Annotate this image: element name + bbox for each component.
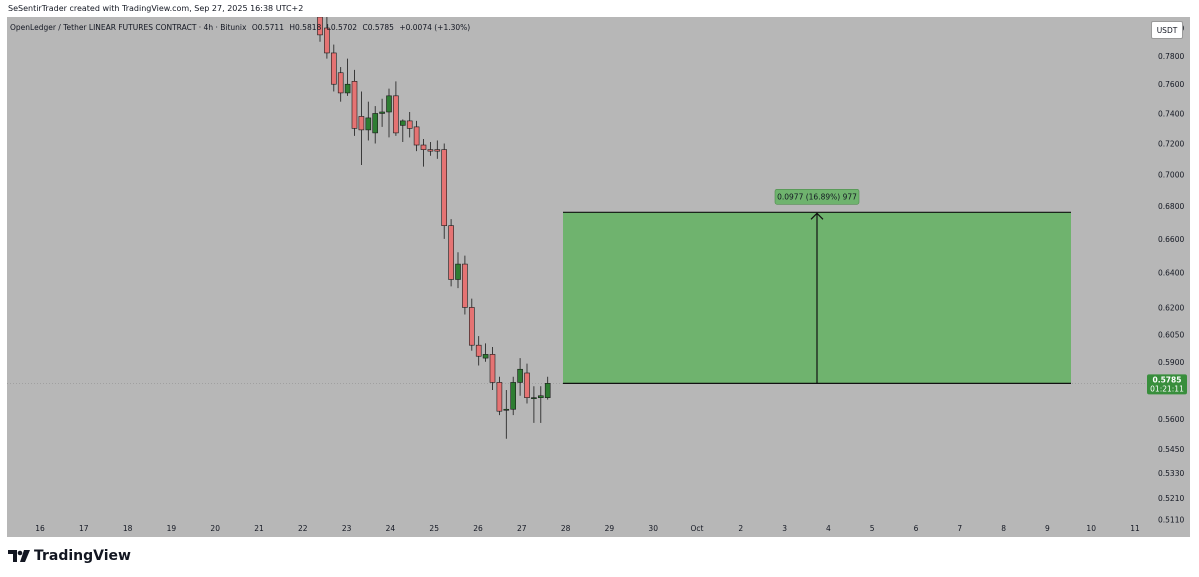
candle-down <box>475 344 482 357</box>
bar-countdown: 01:21:11 <box>1150 384 1184 393</box>
chart-area[interactable]: 0.80000.78000.76000.74000.72000.70000.68… <box>7 17 1190 537</box>
measure-label-box <box>774 189 860 205</box>
price-tick-label: 0.6050 <box>1158 330 1184 339</box>
candle-up <box>482 354 489 359</box>
time-tick-label: 9 <box>1045 524 1050 533</box>
close-value: C0.5785 <box>362 23 394 32</box>
measure-label: 0.0977 (16.89%) 977 <box>777 192 857 201</box>
candle-up <box>372 113 379 134</box>
price-tick-label: 0.5900 <box>1158 358 1184 367</box>
time-tick-label: 6 <box>914 524 919 533</box>
candle-down <box>496 382 503 412</box>
candle-down <box>434 149 441 152</box>
time-tick-label: 20 <box>210 524 220 533</box>
price-tick-label: 0.5450 <box>1158 445 1184 454</box>
price-tick-label: 0.6200 <box>1158 303 1184 312</box>
brand-name: TradingView <box>34 548 131 564</box>
candle-up <box>503 408 510 411</box>
time-tick-label: 16 <box>35 524 45 533</box>
chart-credit: SeSentirTrader created with TradingView.… <box>8 4 304 13</box>
price-tick-label: 0.6800 <box>1158 202 1184 211</box>
candle-up <box>537 395 544 398</box>
price-tick-label: 0.6400 <box>1158 269 1184 278</box>
candle-down <box>406 120 413 129</box>
tradingview-logo[interactable]: TradingView <box>8 548 131 564</box>
candle-up <box>510 382 517 410</box>
candle-down <box>351 81 358 129</box>
time-tick-label: 3 <box>782 524 787 533</box>
candle-down <box>427 149 434 152</box>
candle-up <box>365 117 372 131</box>
price-tick-label: 0.6600 <box>1158 235 1184 244</box>
candle-up <box>386 95 392 113</box>
price-tick-label: 0.5110 <box>1158 515 1184 524</box>
time-tick-label: 8 <box>1001 524 1006 533</box>
candle-up <box>379 111 385 114</box>
time-tick-label: 25 <box>429 524 439 533</box>
price-tick-label: 0.5210 <box>1158 494 1184 503</box>
price-tick-label: 0.5600 <box>1158 415 1184 424</box>
time-tick-label: 29 <box>605 524 615 533</box>
price-chart[interactable]: 0.80000.78000.76000.74000.72000.70000.68… <box>7 17 1190 537</box>
price-tick-label: 0.7000 <box>1158 170 1184 179</box>
candle-down <box>468 307 475 346</box>
candle-down <box>330 52 337 85</box>
candle-down <box>358 116 365 131</box>
candle-up <box>399 120 406 126</box>
time-tick-label: 10 <box>1086 524 1096 533</box>
ohlc-legend: OpenLedger / Tether LINEAR FUTURES CONTR… <box>10 23 473 32</box>
candle-down <box>337 72 344 94</box>
time-tick-label: 27 <box>517 524 527 533</box>
candle-down <box>448 225 454 280</box>
tradingview-logo-icon <box>8 550 30 562</box>
open-value: O0.5711 <box>251 23 284 32</box>
candle-down <box>462 263 468 308</box>
candle-down <box>489 354 496 383</box>
time-tick-label: 2 <box>738 524 743 533</box>
currency-button[interactable]: USDT <box>1151 21 1183 39</box>
time-tick-label: 28 <box>561 524 571 533</box>
price-tick-label: 0.7400 <box>1158 109 1184 118</box>
candle-down <box>420 144 427 150</box>
candle-down <box>393 95 399 134</box>
low-value: L0.5702 <box>326 23 358 32</box>
candle-down <box>324 27 330 54</box>
price-tick-label: 0.5330 <box>1158 469 1184 478</box>
time-tick-label: 19 <box>167 524 177 533</box>
measure-arrow-head <box>810 212 824 220</box>
candle-up <box>455 263 461 280</box>
time-tick-label: Oct <box>691 524 704 533</box>
time-tick-label: 26 <box>473 524 483 533</box>
time-tick-label: 7 <box>957 524 962 533</box>
time-tick-label: 5 <box>870 524 875 533</box>
candle-down <box>524 372 530 398</box>
last-price-badge <box>1147 374 1187 395</box>
time-tick-label: 17 <box>79 524 89 533</box>
candle-up <box>531 397 537 399</box>
time-tick-label: 21 <box>254 524 264 533</box>
price-tick-label: 0.7200 <box>1158 140 1184 149</box>
time-tick-label: 11 <box>1130 524 1140 533</box>
symbol-name[interactable]: OpenLedger / Tether LINEAR FUTURES CONTR… <box>10 23 247 32</box>
time-tick-label: 23 <box>342 524 352 533</box>
candle-up <box>544 383 551 398</box>
time-tick-label: 24 <box>386 524 396 533</box>
last-price-value: 0.5785 <box>1153 375 1182 384</box>
time-tick-label: 18 <box>123 524 133 533</box>
candle-down <box>441 149 448 226</box>
candle-up <box>344 83 351 94</box>
time-tick-label: 4 <box>826 524 831 533</box>
price-tick-label: 0.7600 <box>1158 80 1184 89</box>
candle-up <box>517 368 523 383</box>
price-tick-label: 0.7800 <box>1158 52 1184 61</box>
change-value: +0.0074 (+1.30%) <box>399 23 471 32</box>
candle-down <box>317 17 323 36</box>
time-tick-label: 22 <box>298 524 308 533</box>
candle-down <box>413 126 420 146</box>
high-value: H0.5818 <box>289 23 322 32</box>
time-tick-label: 30 <box>648 524 658 533</box>
